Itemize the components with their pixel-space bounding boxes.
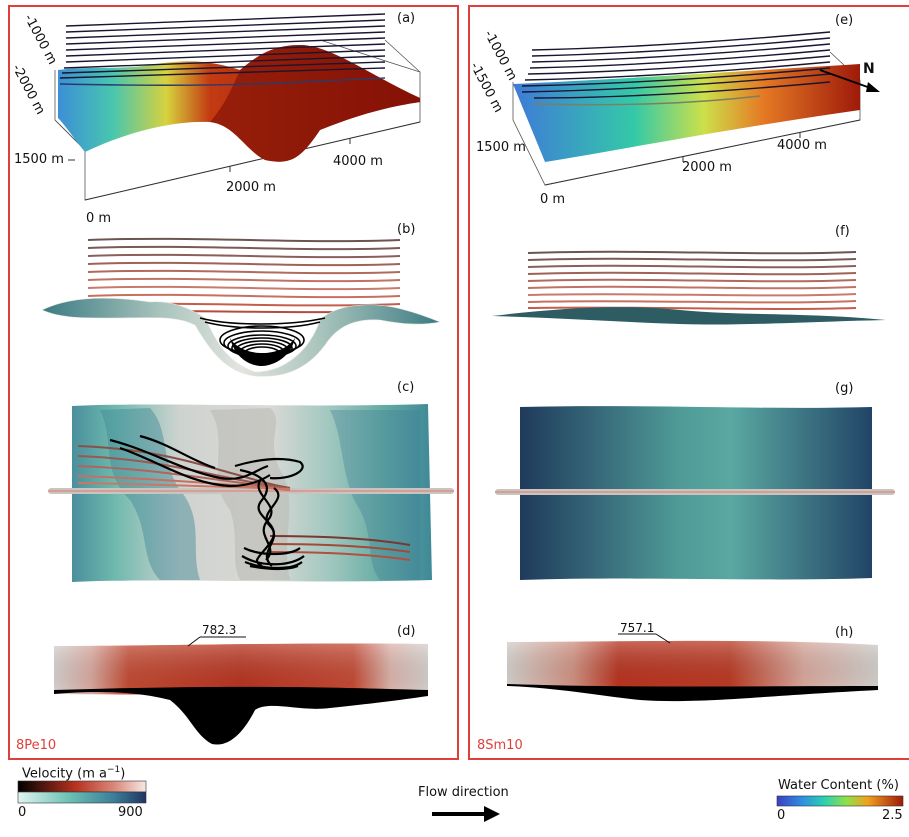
case-label-left: 8Pe10 <box>16 738 57 753</box>
axis-e-x-tick-1: 2000 m <box>682 160 732 175</box>
panel-a-graphic <box>54 13 421 201</box>
panel-d-graphic <box>54 636 428 745</box>
annotation-d-value: 782.3 <box>202 623 237 637</box>
water-content-colorbar-title: Water Content (%) <box>778 778 899 793</box>
panel-f-graphic <box>492 250 886 325</box>
water-content-colorbar-max: 2.5 <box>882 808 903 823</box>
north-label: N <box>863 61 875 77</box>
water-content-colorbar-min: 0 <box>777 808 786 823</box>
panel-label-f: (f) <box>835 224 850 239</box>
panel-label-b: (b) <box>397 222 416 237</box>
panel-label-e: (e) <box>835 13 854 28</box>
flow-direction-label: Flow direction <box>418 785 509 800</box>
axis-e-x-tick-0: 0 m <box>540 192 566 207</box>
flow-direction-arrow <box>432 806 500 822</box>
water-content-colorbar <box>776 795 904 807</box>
velocity-colorbar-min: 0 <box>18 805 27 820</box>
case-label-right: 8Sm10 <box>477 738 523 753</box>
panel-b-graphic <box>41 237 442 377</box>
panel-e-graphic <box>512 31 880 186</box>
velocity-colorbar-max: 900 <box>118 805 143 820</box>
annotation-h-value: 757.1 <box>620 621 655 635</box>
panel-h-graphic <box>507 633 878 702</box>
panel-label-d: (d) <box>397 624 416 639</box>
axis-a-x-tick-0: 0 m <box>86 211 112 226</box>
panel-c-graphic <box>48 404 454 582</box>
velocity-colorbar-title: Velocity (m a−1) <box>22 765 126 782</box>
panel-label-c: (c) <box>397 380 415 395</box>
velocity-colorbar <box>17 780 147 804</box>
case-frame-right <box>468 5 909 760</box>
axis-a-x-tick-2: 4000 m <box>333 154 383 169</box>
panel-g-graphic <box>495 406 895 580</box>
axis-e-y-tick: 1500 m <box>476 140 526 155</box>
axis-a-x-tick-1: 2000 m <box>226 180 276 195</box>
panel-label-h: (h) <box>835 625 854 640</box>
panel-label-g: (g) <box>835 381 854 396</box>
panel-label-a: (a) <box>397 11 416 26</box>
axis-a-y-tick: 1500 m <box>14 152 64 167</box>
axis-e-x-tick-2: 4000 m <box>777 138 827 153</box>
case-frame-left <box>8 5 459 760</box>
